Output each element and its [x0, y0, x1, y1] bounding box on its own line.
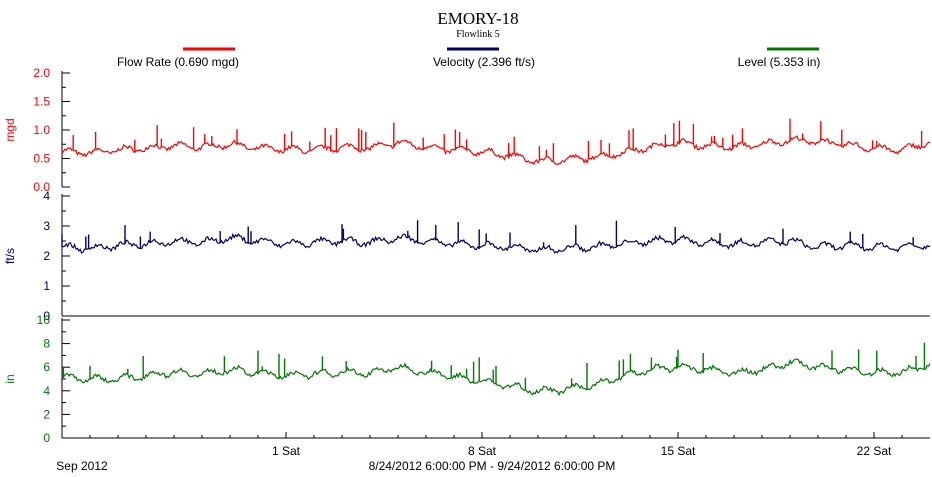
x-tick-label: 15 Sat [661, 444, 696, 458]
x-tick-label: 1 Sat [272, 444, 301, 458]
month-label: Sep 2012 [56, 459, 108, 473]
legend-label: Flow Rate (0.690 mgd) [117, 55, 239, 69]
panel-1: 0.0 0.5 1.0 1.5 2.0 mgd [3, 66, 931, 194]
series-line [62, 232, 931, 254]
y-tick-label: 4 [43, 189, 50, 203]
y-tick-label: 1 [43, 279, 50, 293]
y-tick-label: 0 [43, 309, 50, 323]
y-tick-label: 0.5 [33, 152, 50, 166]
y-axis-label: mgd [3, 118, 17, 141]
y-axis-label: ft/s [3, 248, 17, 264]
x-tick-label: 8 Sat [468, 444, 497, 458]
panel-3: 0 2 4 6 8 10 in [3, 313, 931, 445]
plot-panels: 0.0 0.5 1.0 1.5 2.0 mgd 0 1 2 3 4 ft/s 0 2 4 6 8 10 in [3, 66, 931, 445]
y-tick-label: 4 [43, 384, 50, 398]
series-line [61, 135, 931, 166]
legend-label: Level (5.353 in) [738, 55, 821, 69]
y-tick-label: 10 [37, 313, 51, 327]
legend-label: Velocity (2.396 ft/s) [433, 55, 535, 69]
date-range-label: 8/24/2012 6:00:00 PM - 9/24/2012 6:00:00… [369, 459, 616, 473]
y-tick-label: 2.0 [33, 66, 50, 80]
chart-title: EMORY-18 [437, 9, 518, 28]
chart-subtitle: Flowlink 5 [456, 29, 500, 40]
y-tick-label: 3 [43, 219, 50, 233]
y-tick-label: 1.5 [33, 95, 50, 109]
y-tick-label: 2 [43, 407, 50, 421]
x-axis: 1 Sat 8 Sat 15 Sat 22 Sat [62, 315, 930, 458]
y-tick-label: 0.0 [33, 180, 50, 194]
y-tick-label: 0 [43, 431, 50, 445]
y-tick-label: 1.0 [33, 123, 50, 137]
y-tick-label: 8 [43, 337, 50, 351]
x-tick-label: 22 Sat [857, 444, 892, 458]
legend: Flow Rate (0.690 mgd) Velocity (2.396 ft/… [117, 47, 821, 69]
y-tick-label: 2 [43, 249, 50, 263]
y-axis-label: in [3, 374, 17, 383]
panel-2: 0 1 2 3 4 ft/s [3, 189, 931, 323]
y-tick-label: 6 [43, 360, 50, 374]
